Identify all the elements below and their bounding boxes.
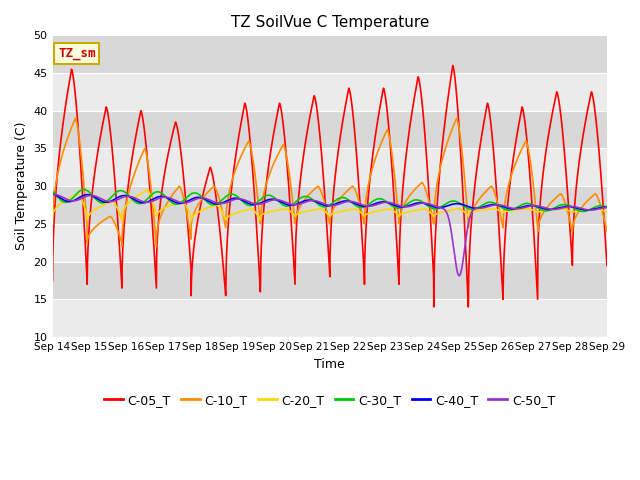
C-10_T — [148, 198, 156, 204]
Line: C-05_T: C-05_T — [52, 65, 607, 307]
Bar — [52, 262, 607, 300]
C-40_T — [602, 204, 610, 210]
C-20_T — [454, 206, 462, 212]
C-40_T — [49, 191, 56, 197]
Title: TZ SoilVue C Temperature: TZ SoilVue C Temperature — [230, 15, 429, 30]
C-05_T — [49, 277, 56, 283]
C-50_T — [424, 201, 431, 206]
C-20_T — [309, 207, 317, 213]
C-05_T — [486, 111, 493, 117]
Bar — [52, 224, 607, 262]
C-20_T — [143, 187, 151, 193]
C-05_T — [430, 304, 438, 310]
C-40_T — [309, 198, 317, 204]
C-10_T — [486, 185, 493, 191]
C-05_T — [454, 112, 462, 118]
C-30_T — [579, 209, 587, 215]
C-10_T — [603, 226, 611, 232]
C-50_T — [148, 198, 156, 204]
C-50_T — [455, 273, 463, 278]
C-40_T — [454, 201, 461, 206]
C-50_T — [603, 204, 611, 210]
C-50_T — [309, 198, 317, 204]
Line: C-20_T: C-20_T — [52, 190, 607, 220]
Bar — [52, 186, 607, 224]
C-30_T — [148, 192, 156, 197]
C-10_T — [118, 244, 125, 250]
Y-axis label: Soil Temperature (C): Soil Temperature (C) — [15, 122, 28, 251]
C-50_T — [51, 192, 58, 197]
C-10_T — [454, 121, 462, 127]
C-20_T — [603, 209, 611, 215]
Bar — [52, 36, 607, 73]
C-50_T — [454, 271, 462, 277]
C-10_T — [72, 116, 79, 121]
C-20_T — [603, 210, 611, 216]
Line: C-10_T: C-10_T — [52, 119, 607, 247]
Text: TZ_sm: TZ_sm — [58, 47, 95, 60]
C-05_T — [603, 263, 611, 268]
C-05_T — [148, 218, 156, 224]
C-05_T — [603, 254, 611, 260]
X-axis label: Time: Time — [314, 358, 345, 371]
C-40_T — [148, 197, 156, 203]
Line: C-30_T: C-30_T — [52, 190, 607, 212]
Bar — [52, 73, 607, 111]
C-30_T — [486, 199, 493, 205]
C-05_T — [449, 62, 456, 68]
C-05_T — [424, 164, 431, 169]
C-30_T — [80, 187, 88, 192]
C-20_T — [83, 217, 91, 223]
C-20_T — [424, 207, 431, 213]
C-40_T — [603, 204, 611, 210]
Bar — [52, 148, 607, 186]
C-30_T — [603, 204, 611, 210]
C-50_T — [486, 204, 493, 209]
Bar — [52, 300, 607, 337]
C-20_T — [148, 198, 156, 204]
C-50_T — [49, 192, 56, 198]
C-30_T — [309, 197, 317, 203]
Legend: C-05_T, C-10_T, C-20_T, C-30_T, C-40_T, C-50_T: C-05_T, C-10_T, C-20_T, C-30_T, C-40_T, … — [99, 389, 561, 412]
C-30_T — [49, 189, 56, 194]
C-20_T — [486, 206, 493, 212]
Line: C-40_T: C-40_T — [52, 194, 607, 210]
C-50_T — [603, 204, 611, 210]
C-10_T — [309, 188, 317, 193]
C-30_T — [424, 203, 431, 208]
C-10_T — [49, 221, 56, 227]
C-05_T — [309, 98, 317, 104]
C-40_T — [583, 207, 591, 213]
Bar — [52, 111, 607, 148]
C-10_T — [424, 193, 431, 199]
C-20_T — [49, 214, 56, 219]
C-30_T — [454, 199, 462, 205]
C-10_T — [603, 228, 611, 234]
C-40_T — [424, 202, 431, 207]
C-40_T — [486, 202, 493, 208]
Line: C-50_T: C-50_T — [52, 194, 607, 276]
C-30_T — [603, 204, 611, 210]
